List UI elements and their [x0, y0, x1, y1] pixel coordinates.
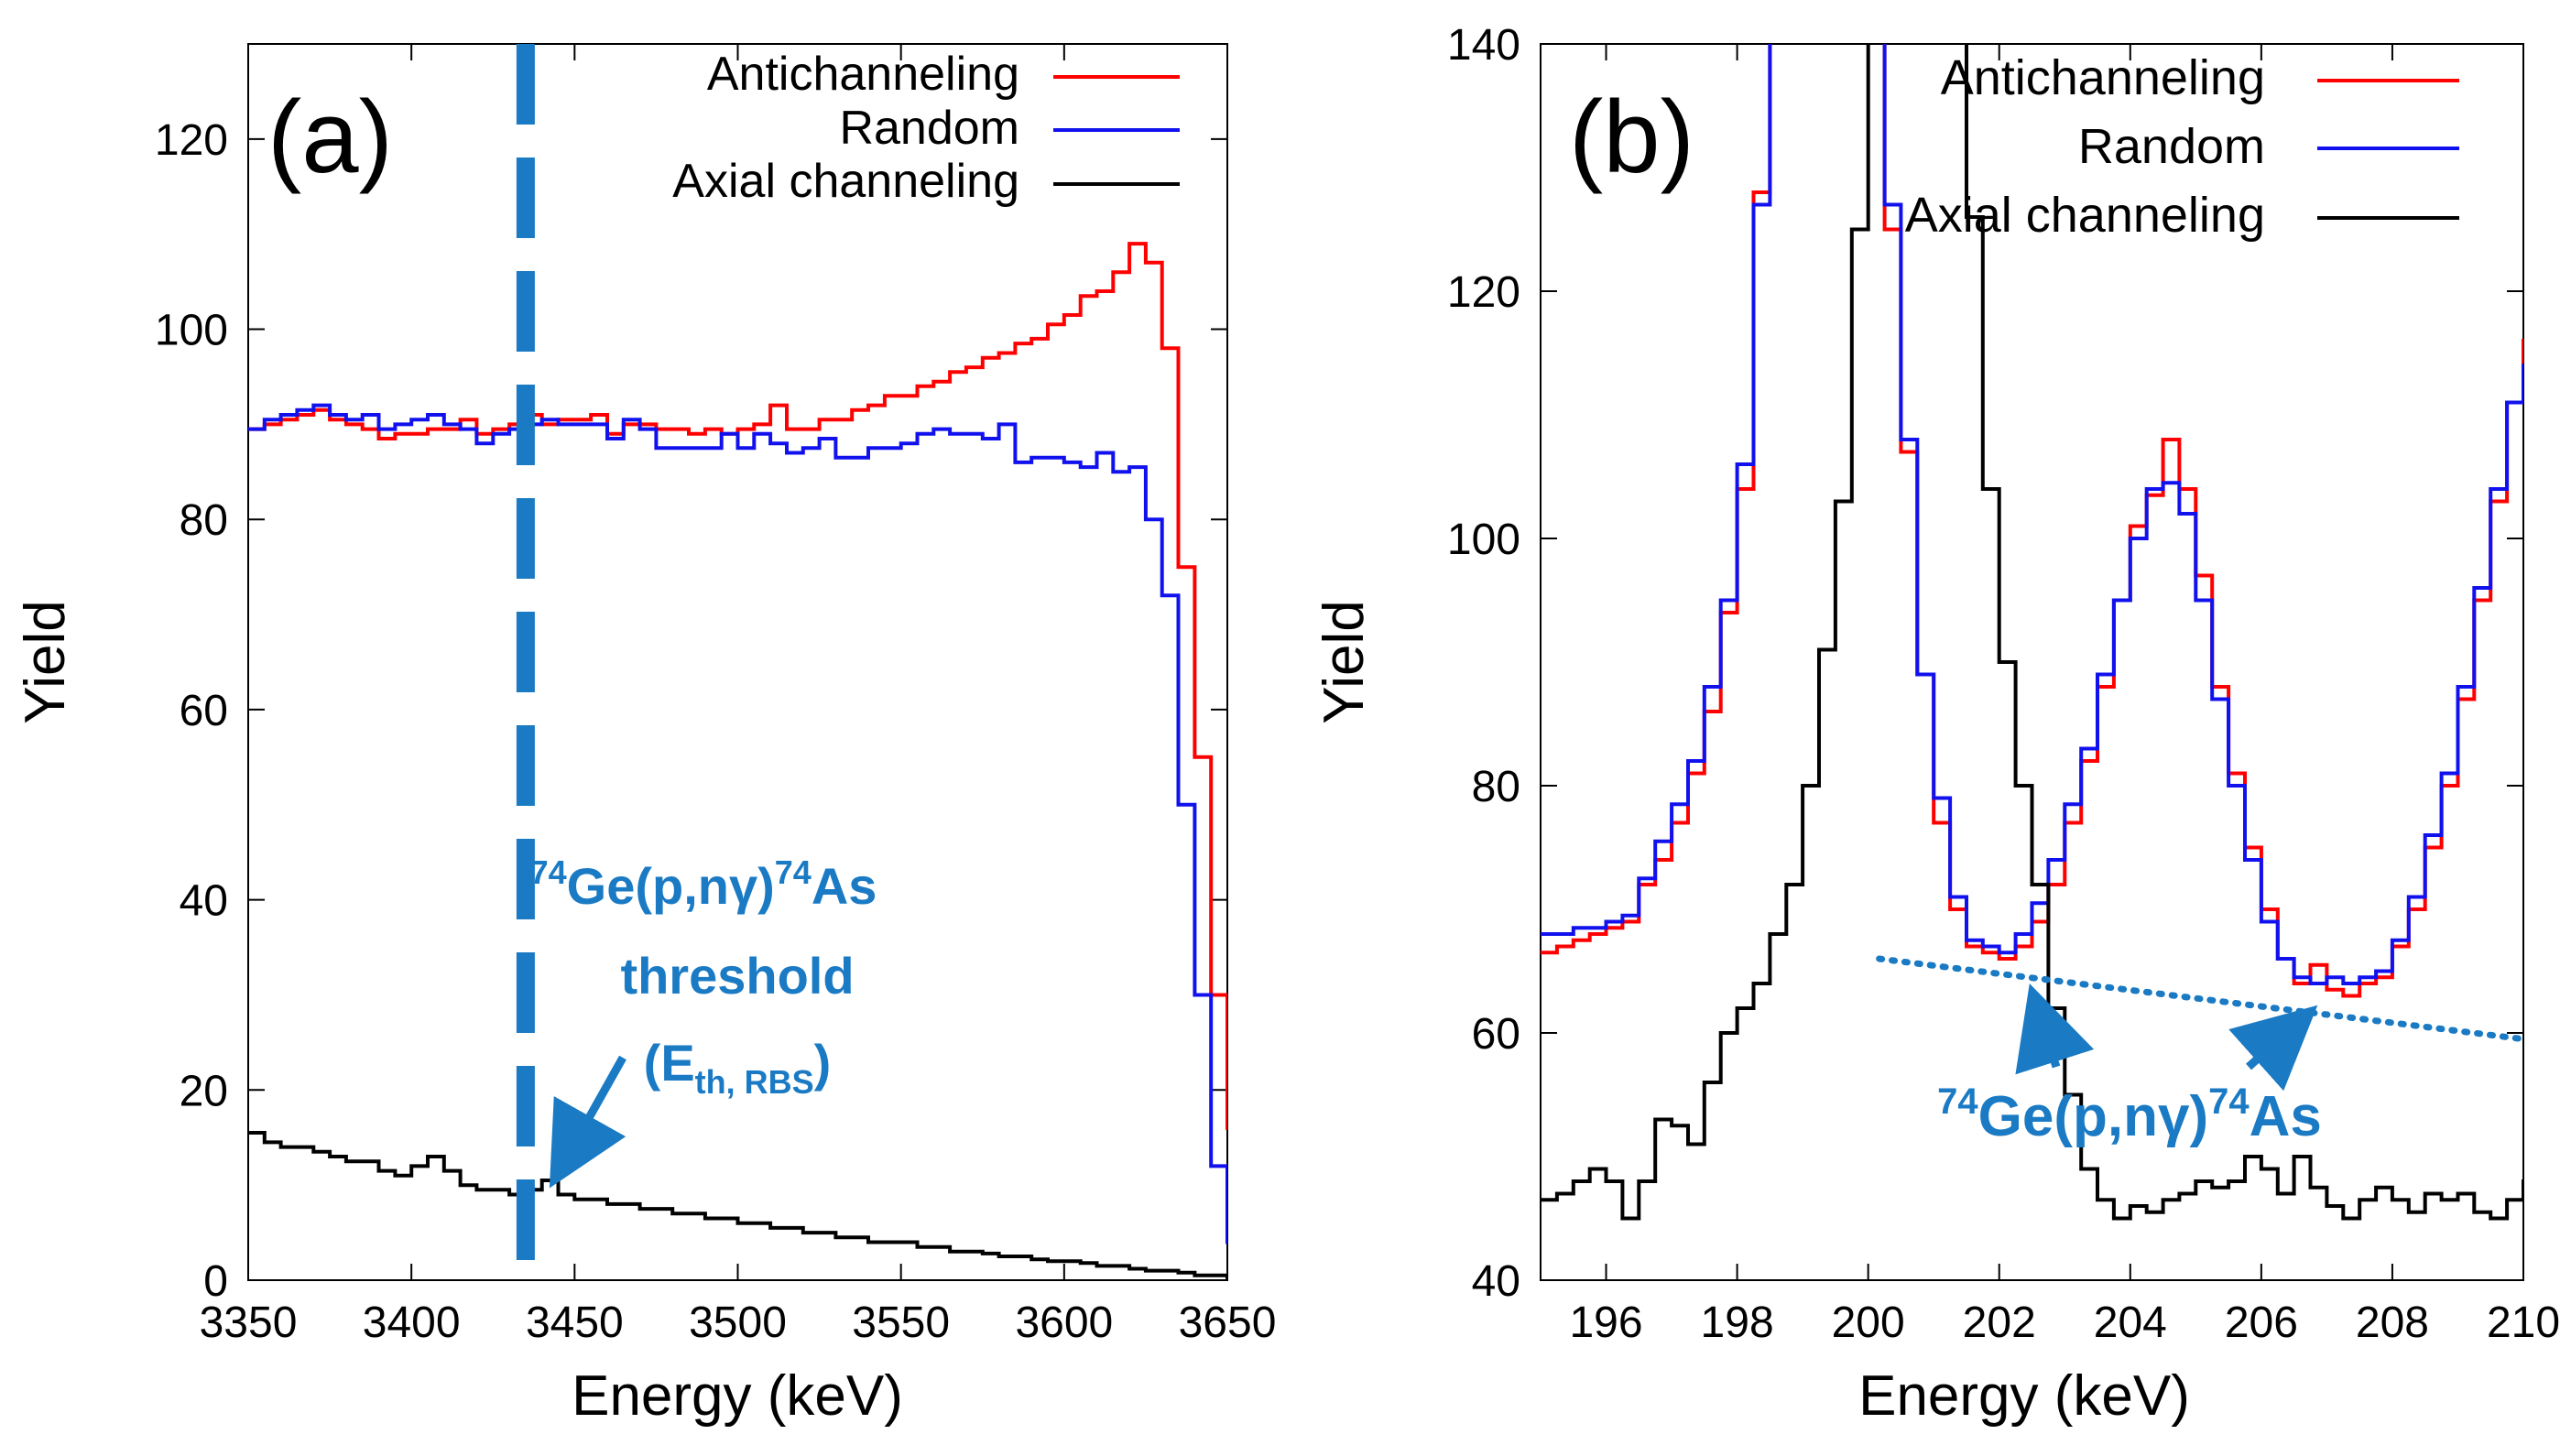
reaction-product-b: As	[2250, 1085, 2322, 1148]
series-axial-channeling	[1541, 44, 2523, 1221]
series-antichanneling	[248, 242, 1227, 1130]
eth-close: )	[814, 1034, 832, 1092]
y-tick-label: 140	[1447, 21, 1520, 70]
panel-a-legend: Antichanneling Random Axial channeling	[672, 48, 1180, 208]
y-tick-label: 60	[1472, 1010, 1520, 1059]
threshold-label-line2: threshold	[620, 947, 854, 1005]
y-tick-label: 80	[1472, 763, 1520, 811]
y-tick-label: 100	[155, 307, 228, 355]
panel-b-xlabel: Energy (keV)	[1858, 1364, 2190, 1428]
isotope-mass-as: 74	[775, 853, 812, 891]
eth-open: (E	[644, 1034, 695, 1092]
series-random	[248, 403, 1227, 1244]
panel-b-ylabel: Yield	[1313, 600, 1376, 724]
panel-a-x-ticks: 3350 3400 3450 3500 3550 3600 3650	[200, 44, 1277, 1347]
x-tick-label: 204	[2094, 1298, 2167, 1347]
legend-a-axial: Axial channeling	[672, 155, 1019, 208]
panel-b-frame	[1540, 43, 2524, 1281]
reaction-core: Ge(p,nγ)	[567, 857, 775, 915]
legend-b-random: Random	[2078, 119, 2265, 174]
x-tick-label: 208	[2356, 1298, 2429, 1347]
peak-arrow-2	[2228, 1005, 2318, 1092]
peak-arrow-1	[2015, 983, 2095, 1075]
panel-a-ylabel: Yield	[14, 600, 77, 724]
x-tick-label: 3400	[363, 1298, 461, 1347]
y-tick-label: 40	[180, 877, 228, 926]
series-axial-channeling	[248, 1131, 1227, 1279]
panel-a-label: (a)	[267, 80, 393, 194]
y-tick-label: 80	[180, 496, 228, 545]
legend-a-antichanneling: Antichanneling	[707, 48, 1019, 101]
x-tick-label: 196	[1569, 1298, 1642, 1347]
y-tick-label: 100	[1447, 516, 1520, 564]
isotope-mass-ge: 74	[530, 853, 567, 891]
panel-a-y-ticks: 0 20 40 60 80 100 120	[155, 116, 1227, 1306]
x-tick-label: 206	[2225, 1298, 2298, 1347]
isotope-mass-ge-b: 74	[1937, 1081, 1978, 1122]
panel-b: 40 60 80 100 120 140 196 198 200 202 204 206 208 210…	[1313, 21, 2560, 1428]
x-tick-label: 202	[1963, 1298, 2036, 1347]
legend-b-antichanneling: Antichanneling	[1941, 50, 2265, 105]
reaction-core-b: Ge(p,nγ)	[1978, 1085, 2208, 1148]
threshold-arrow	[549, 1055, 626, 1189]
panel-b-label: (b)	[1569, 80, 1694, 194]
series-antichanneling	[1541, 44, 2523, 998]
panel-b-series	[1541, 44, 2523, 1221]
panel-a: 0 20 40 60 80 100 120 3350 3400 3450 3500 3550 3600…	[14, 43, 1277, 1428]
reaction-label-b: 74Ge(p,nγ)74As	[1937, 1081, 2322, 1148]
panel-a-xlabel: Energy (keV)	[572, 1364, 903, 1428]
panel-b-legend: Antichanneling Random Axial channeling	[1905, 50, 2459, 243]
x-tick-label: 3350	[200, 1298, 298, 1347]
panel-b-x-ticks: 196 198 200 202 204 206 208 210	[1569, 44, 2560, 1347]
y-tick-label: 20	[180, 1067, 228, 1115]
x-tick-label: 3600	[1015, 1298, 1113, 1347]
x-tick-label: 200	[1832, 1298, 1905, 1347]
y-tick-label: 120	[1447, 268, 1520, 317]
x-tick-label: 3650	[1179, 1298, 1277, 1347]
threshold-label-line3: (Eth, RBS)	[644, 1034, 832, 1101]
threshold-label-line1: 74Ge(p,nγ)74As	[530, 853, 877, 915]
panel-a-series	[248, 242, 1227, 1279]
y-tick-label: 40	[1472, 1257, 1520, 1306]
panel-b-y-ticks: 40 60 80 100 120 140	[1447, 21, 2523, 1306]
x-tick-label: 3550	[852, 1298, 950, 1347]
x-tick-label: 3450	[526, 1298, 624, 1347]
reaction-product: As	[812, 857, 877, 915]
x-tick-label: 3500	[689, 1298, 787, 1347]
background-baseline	[1876, 955, 2527, 1043]
legend-a-random: Random	[839, 102, 1019, 155]
y-tick-label: 120	[155, 116, 228, 165]
x-tick-label: 198	[1701, 1298, 1774, 1347]
series-random	[1541, 44, 2523, 985]
isotope-mass-as-b: 74	[2208, 1081, 2250, 1122]
x-tick-label: 210	[2487, 1298, 2560, 1347]
y-tick-label: 60	[180, 687, 228, 735]
eth-subscript: th, RBS	[695, 1063, 814, 1101]
y-tick-label: 0	[203, 1257, 228, 1306]
legend-b-axial: Axial channeling	[1905, 188, 2265, 243]
